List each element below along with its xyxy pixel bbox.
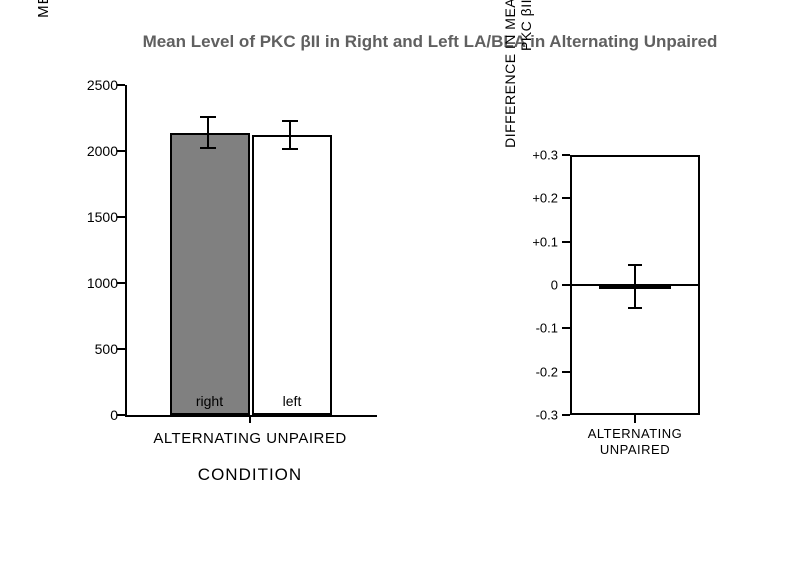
right-y-tick	[562, 327, 570, 329]
bar-label-right: right	[172, 393, 248, 409]
right-y-tick	[562, 197, 570, 199]
left-bar-chart: right left	[125, 85, 377, 417]
left-y-tick	[117, 216, 125, 218]
right-x-category: ALTERNATING UNPAIRED	[570, 426, 700, 457]
right-x-category-l1: ALTERNATING	[588, 426, 683, 441]
errorcap-left-lo	[282, 148, 298, 150]
right-y-tick	[562, 154, 570, 156]
bar-label-left: left	[254, 393, 330, 409]
errorcap-left-hi	[282, 120, 298, 122]
right-y-tick	[562, 414, 570, 416]
right-x-tick	[634, 415, 636, 423]
right-y-tick-label: -0.3	[536, 408, 558, 423]
left-x-category: ALTERNATING UNPAIRED	[125, 430, 375, 447]
left-y-tick	[117, 348, 125, 350]
diff-errorcap-hi	[628, 264, 642, 266]
left-y-tick	[117, 282, 125, 284]
right-y-axis-label: DIFFERENCE IN MEAN LEVELS OF PKC βII	[502, 0, 534, 155]
right-x-category-l2: UNPAIRED	[600, 442, 670, 457]
right-y-tick-label: +0.1	[532, 234, 558, 249]
diff-errorbar	[634, 265, 636, 308]
right-y-tick-label: +0.3	[532, 148, 558, 163]
left-x-axis-title: CONDITION	[125, 465, 375, 485]
left-y-tick-label: 500	[95, 341, 118, 357]
right-y-tick	[562, 241, 570, 243]
figure-title: Mean Level of PKC βII in Right and Left …	[80, 32, 780, 52]
errorbar-left	[289, 121, 291, 149]
bar-left: left	[252, 135, 332, 415]
left-y-tick-label: 2500	[87, 77, 118, 93]
left-y-tick	[117, 84, 125, 86]
errorbar-right	[207, 117, 209, 149]
left-y-tick-label: 2000	[87, 143, 118, 159]
bar-right: right	[170, 133, 250, 415]
right-y-tick	[562, 284, 570, 286]
left-y-tick-label: 0	[110, 407, 118, 423]
left-y-tick	[117, 150, 125, 152]
left-y-tick-label: 1000	[87, 275, 118, 291]
right-y-tick-label: -0.2	[536, 364, 558, 379]
right-y-tick-label: 0	[551, 278, 558, 293]
right-y-tick	[562, 371, 570, 373]
errorcap-right-lo	[200, 147, 216, 149]
left-y-axis-label: MEAN LEVEL OF PKC βII	[35, 0, 52, 85]
right-y-tick-label: +0.2	[532, 191, 558, 206]
left-y-tick-label: 1500	[87, 209, 118, 225]
figure-page: Mean Level of PKC βII in Right and Left …	[0, 0, 800, 575]
left-x-tick	[249, 415, 251, 423]
diff-errorcap-lo	[628, 307, 642, 309]
right-y-tick-label: -0.1	[536, 321, 558, 336]
errorcap-right-hi	[200, 116, 216, 118]
